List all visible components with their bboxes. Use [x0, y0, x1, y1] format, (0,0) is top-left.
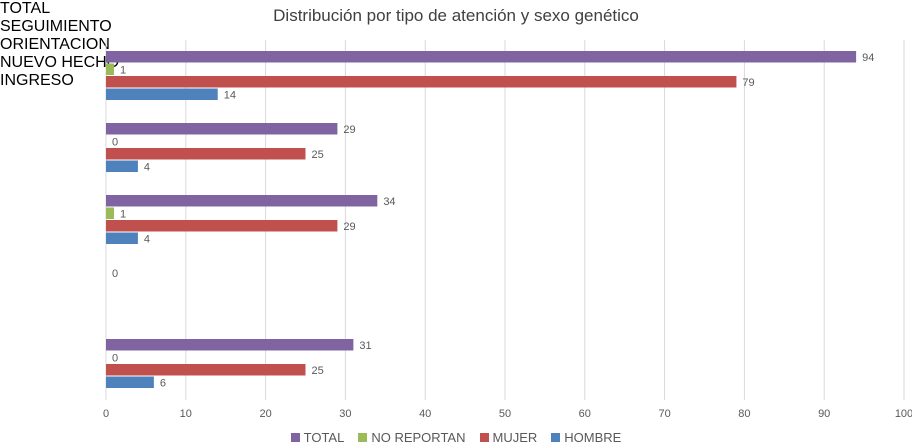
legend-swatch [551, 433, 561, 442]
y-tick-label: SEGUIMIENTO [0, 18, 112, 35]
value-label: 79 [742, 77, 754, 89]
y-tick-label: ORIENTACION [0, 36, 110, 53]
legend-swatch [479, 433, 489, 442]
y-tick-label: INGRESO [0, 72, 74, 89]
bar [106, 160, 138, 172]
value-label: 29 [343, 221, 355, 233]
bar [106, 195, 378, 207]
value-label: 4 [144, 234, 150, 246]
bar [106, 76, 737, 88]
x-tick-label: 20 [259, 408, 271, 420]
bar [106, 51, 857, 63]
x-tick-label: 40 [419, 408, 431, 420]
bar [106, 376, 154, 388]
x-tick-label: 70 [658, 408, 670, 420]
legend-label: MUJER [492, 430, 538, 445]
value-label: 31 [359, 340, 371, 352]
chart-title: Distribución por tipo de atención y sexo… [273, 6, 639, 25]
bar [106, 232, 138, 244]
value-label: 25 [312, 365, 324, 377]
legend-item: NO REPORTAN [358, 430, 466, 445]
legend-label: NO REPORTAN [371, 430, 466, 445]
value-label: 6 [160, 378, 166, 390]
y-tick-label: TOTAL [0, 0, 51, 17]
y-tick-label: NUEVO HECHO [0, 54, 120, 71]
x-tick-label: 60 [579, 408, 591, 420]
x-tick-label: 0 [103, 408, 109, 420]
x-tick-label: 30 [339, 408, 351, 420]
legend: TOTAL NO REPORTAN MUJER HOMBRE [0, 430, 912, 445]
x-tick-label: 50 [499, 408, 511, 420]
legend-swatch [290, 433, 300, 442]
bar [106, 123, 338, 135]
legend-label: HOMBRE [564, 430, 622, 445]
value-label: 0 [112, 353, 118, 365]
value-label: 0 [112, 268, 118, 280]
bar [106, 207, 114, 219]
x-tick-label: 80 [738, 408, 750, 420]
bar [106, 364, 306, 376]
x-tick-label: 90 [818, 408, 830, 420]
value-label: 1 [120, 65, 126, 77]
legend-item: TOTAL [290, 430, 345, 445]
value-label: 94 [862, 52, 874, 64]
legend-item: MUJER [479, 430, 538, 445]
legend-swatch [358, 433, 368, 442]
bar [106, 88, 218, 100]
value-label: 34 [383, 196, 395, 208]
bar [106, 148, 306, 160]
bar [106, 339, 354, 351]
x-tick-label: 100 [895, 408, 912, 420]
value-label: 0 [112, 137, 118, 149]
value-label: 4 [144, 162, 150, 174]
value-label: 29 [343, 124, 355, 136]
bar [106, 220, 338, 232]
value-label: 14 [224, 90, 236, 102]
legend-label: TOTAL [303, 430, 345, 445]
x-tick-label: 10 [180, 408, 192, 420]
value-label: 25 [312, 149, 324, 161]
value-label: 1 [120, 209, 126, 221]
bar [106, 63, 114, 75]
legend-item: HOMBRE [551, 430, 621, 445]
